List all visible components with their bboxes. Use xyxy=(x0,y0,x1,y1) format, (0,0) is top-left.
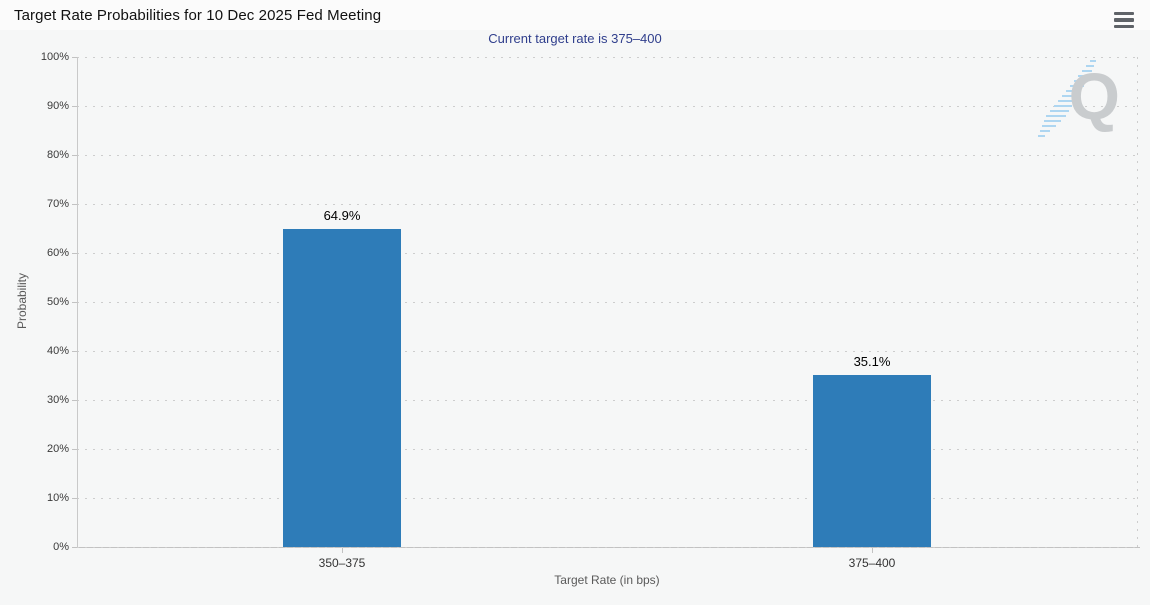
y-tick-mark xyxy=(72,252,77,254)
x-category-label: 375–400 xyxy=(848,556,896,570)
hamburger-menu-icon xyxy=(1114,24,1134,29)
y-gridline xyxy=(77,203,1137,205)
x-axis-title: Target Rate (in bps) xyxy=(554,573,660,587)
y-tick-label: 0% xyxy=(53,541,69,553)
y-tick-mark xyxy=(72,350,77,352)
y-gridline xyxy=(77,301,1137,303)
x-tick-mark xyxy=(872,548,873,553)
y-axis-title: Probability xyxy=(15,272,29,330)
hamburger-menu-icon xyxy=(1114,11,1134,16)
y-gridline xyxy=(77,350,1137,352)
y-tick-label: 100% xyxy=(40,51,69,63)
chart-header: Target Rate Probabilities for 10 Dec 202… xyxy=(0,0,1150,30)
y-tick-label: 60% xyxy=(46,247,69,259)
y-gridline xyxy=(77,497,1137,499)
x-axis-line xyxy=(77,547,1140,548)
y-tick-label: 30% xyxy=(46,394,69,406)
y-tick-mark xyxy=(72,546,77,548)
y-tick-label: 10% xyxy=(46,492,69,504)
y-tick-label: 40% xyxy=(46,345,69,357)
y-tick-mark xyxy=(72,203,77,205)
chart-subtitle: Current target rate is 375–400 xyxy=(488,31,662,46)
y-gridline xyxy=(77,252,1137,254)
bar-value-label: 35.1% xyxy=(853,354,891,369)
x-tick-mark xyxy=(342,548,343,553)
y-tick-label: 70% xyxy=(46,198,69,210)
y-tick-label: 50% xyxy=(46,296,69,308)
y-tick-mark xyxy=(72,154,77,156)
bar-value-label: 64.9% xyxy=(323,207,361,223)
y-tick-mark xyxy=(72,448,77,450)
y-tick-mark xyxy=(72,301,77,303)
y-tick-label: 20% xyxy=(46,443,69,455)
y-tick-mark xyxy=(72,497,77,499)
watermark-q-letter: Q xyxy=(1068,59,1120,133)
chart-title: Target Rate Probabilities for 10 Dec 202… xyxy=(14,7,382,24)
y-gridline xyxy=(77,399,1137,401)
hamburger-menu-icon xyxy=(1114,18,1134,22)
y-tick-mark xyxy=(72,105,77,107)
quikstrike-q-watermark: Q xyxy=(1028,55,1128,145)
y-gridline xyxy=(77,105,1137,107)
chart-context-menu-button[interactable] xyxy=(1112,10,1136,30)
y-axis-line xyxy=(77,57,78,547)
y-gridline xyxy=(77,56,1137,58)
y-tick-mark xyxy=(72,56,77,58)
watermark-swoosh-icon xyxy=(1038,60,1096,137)
y-gridline xyxy=(77,448,1137,450)
y-gridline xyxy=(77,154,1137,156)
y-tick-label: 90% xyxy=(46,100,69,112)
probability-bar[interactable] xyxy=(813,375,931,547)
y-tick-label: 80% xyxy=(46,149,69,161)
zero-gridline xyxy=(77,546,1137,548)
x-category-label: 350–375 xyxy=(318,556,366,570)
y-tick-mark xyxy=(72,399,77,401)
probability-bar[interactable] xyxy=(283,228,401,547)
right-gridline xyxy=(1137,57,1138,547)
